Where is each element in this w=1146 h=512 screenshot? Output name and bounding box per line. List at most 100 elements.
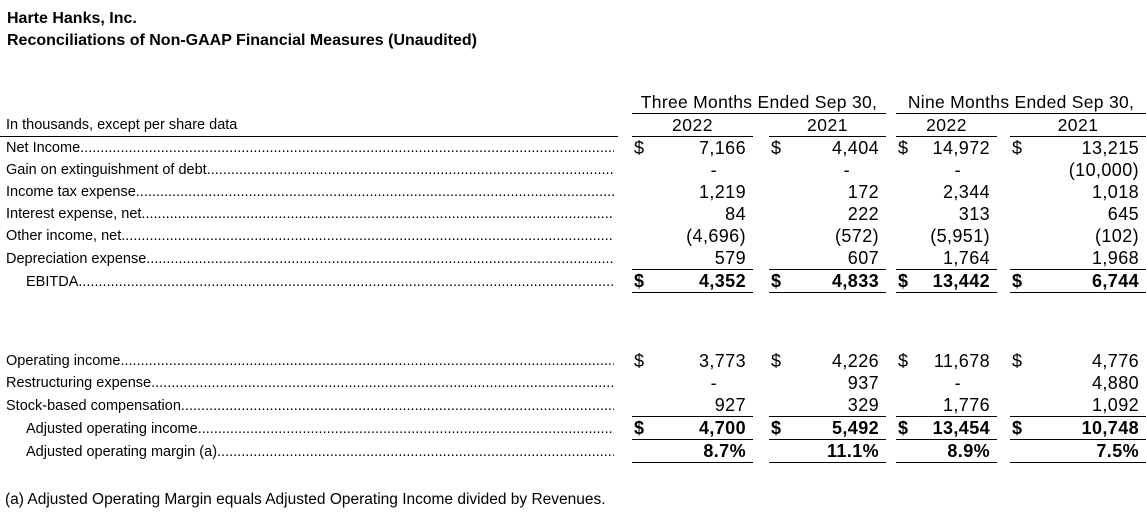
value-cell: $4,226 xyxy=(771,351,880,371)
dot-leader xyxy=(198,418,614,440)
row-adjusted-operating-margin-a: Adjusted operating margin (a) 8.7% 11.1% 8.… xyxy=(0,439,1146,463)
currency-symbol: $ xyxy=(771,138,782,158)
row-label: Gain on extinguishment of debt xyxy=(6,162,207,178)
row-restructuring-expense: Restructuring expense - 937 - 4,880 xyxy=(0,372,1146,394)
column-gap xyxy=(886,159,896,181)
currency-symbol: $ xyxy=(771,271,782,291)
row-label-cell: EBITDA xyxy=(0,270,618,293)
currency-symbol: $ xyxy=(634,418,645,438)
row-gain-on-extinguishment-of-debt: Gain on extinguishment of debt - - - (10,000… xyxy=(0,159,1146,181)
column-gap xyxy=(618,91,632,114)
currency-symbol: $ xyxy=(634,351,645,371)
row-header-label: In thousands, except per share data xyxy=(0,113,618,137)
value-cell: $4,404 xyxy=(771,138,880,158)
value-cell: $4,352 xyxy=(632,269,753,293)
column-gap xyxy=(997,394,1010,417)
value-cell: (10,000) xyxy=(1068,160,1140,180)
value-cell: - xyxy=(954,373,962,393)
row-operating-income: Operating income $3,773 $4,226 $11,678 $4,77… xyxy=(0,350,1146,372)
row-label: Interest expense, net xyxy=(6,206,142,222)
currency-symbol: $ xyxy=(898,138,909,158)
column-gap xyxy=(618,440,632,463)
row-label: EBITDA xyxy=(26,273,79,290)
row-ebitda: EBITDA $4,352 $4,833 $13,442 $6,744 xyxy=(0,269,1146,293)
row-label-cell: Depreciation expense xyxy=(0,247,618,270)
dot-leader xyxy=(181,395,614,417)
row-label: Income tax expense xyxy=(6,184,136,200)
column-gap xyxy=(618,350,632,372)
row-label-cell: Other income, net xyxy=(0,225,618,247)
column-gap xyxy=(753,247,769,270)
column-gap xyxy=(886,203,896,225)
section-spacer-cell xyxy=(0,293,1146,351)
value-cell: - xyxy=(710,160,717,180)
year-header-row: In thousands, except per share data 2022 2… xyxy=(0,113,1146,137)
column-gap xyxy=(618,159,632,181)
currency-symbol: $ xyxy=(1012,271,1023,291)
dot-leader xyxy=(136,181,614,203)
row-label: Adjusted operating margin (a) xyxy=(26,443,218,460)
row-adjusted-operating-income: Adjusted operating income $4,700 $5,492 $13… xyxy=(0,416,1146,440)
currency-symbol: $ xyxy=(898,418,909,438)
value-cell: 84 xyxy=(725,204,746,224)
column-gap xyxy=(886,91,896,114)
column-gap xyxy=(886,225,896,247)
row-label-cell: Adjusted operating margin (a) xyxy=(0,440,618,463)
currency-symbol: $ xyxy=(898,351,909,371)
column-gap xyxy=(618,114,632,137)
value-cell: (572) xyxy=(835,226,880,246)
value-cell: 8.9% xyxy=(896,439,998,463)
column-gap xyxy=(997,270,1010,293)
value-cell: 1,764 xyxy=(896,247,998,270)
value-cell: 11.1% xyxy=(769,439,887,463)
row-depreciation-expense: Depreciation expense 579 607 1,764 1,968 xyxy=(0,247,1146,270)
value-cell: $4,833 xyxy=(769,269,887,293)
value-cell: 1,219 xyxy=(698,182,746,202)
value-cell: - xyxy=(710,373,717,393)
column-gap xyxy=(997,225,1010,247)
column-gap xyxy=(753,181,769,203)
column-gap xyxy=(997,440,1010,463)
column-gap xyxy=(997,114,1010,137)
document-header: Harte Hanks, Inc. Reconciliations of Non… xyxy=(0,0,1146,52)
row-interest-expense-net: Interest expense, net 84 222 313 645 xyxy=(0,203,1146,225)
column-gap xyxy=(886,270,896,293)
value-cell: 2,344 xyxy=(942,182,991,202)
value-cell: (5,951) xyxy=(930,226,991,246)
value-cell: $11,678 xyxy=(898,351,991,371)
value-cell: - xyxy=(954,160,962,180)
year-column-header: 2022 xyxy=(632,113,753,137)
dot-leader xyxy=(78,271,614,293)
row-label-cell: Adjusted operating income xyxy=(0,417,618,440)
dot-leader xyxy=(146,248,614,270)
column-gap xyxy=(618,181,632,203)
column-gap xyxy=(753,137,769,160)
document-title: Reconciliations of Non-GAAP Financial Me… xyxy=(7,32,477,49)
column-gap xyxy=(886,417,896,440)
year-column-header: 2021 xyxy=(1010,113,1146,137)
column-gap xyxy=(886,114,896,137)
value-cell: $4,700 xyxy=(632,416,753,440)
value-cell: 7.5% xyxy=(1010,439,1146,463)
column-gap xyxy=(618,270,632,293)
value-cell: 1,776 xyxy=(896,394,998,417)
row-label-cell: Stock-based compensation xyxy=(0,394,618,417)
column-gap xyxy=(886,181,896,203)
value-cell: $10,748 xyxy=(1010,416,1146,440)
row-label: Adjusted operating income xyxy=(26,420,198,437)
row-net-income: Net Income $7,166 $4,404 $14,972 $13,215 xyxy=(0,137,1146,160)
dot-leader xyxy=(120,350,614,372)
row-other-income-net: Other income, net (4,696) (572) (5,951) (102… xyxy=(0,225,1146,247)
year-column-header: 2022 xyxy=(896,113,998,137)
column-gap xyxy=(997,417,1010,440)
row-label: Other income, net xyxy=(6,228,122,244)
column-gap xyxy=(753,440,769,463)
column-gap xyxy=(753,350,769,372)
value-cell: 222 xyxy=(847,204,880,224)
value-cell: (102) xyxy=(1095,226,1140,246)
row-label: Net Income xyxy=(6,140,81,156)
column-gap xyxy=(618,417,632,440)
value-cell: 172 xyxy=(847,182,880,202)
section-spacer xyxy=(0,293,1146,351)
